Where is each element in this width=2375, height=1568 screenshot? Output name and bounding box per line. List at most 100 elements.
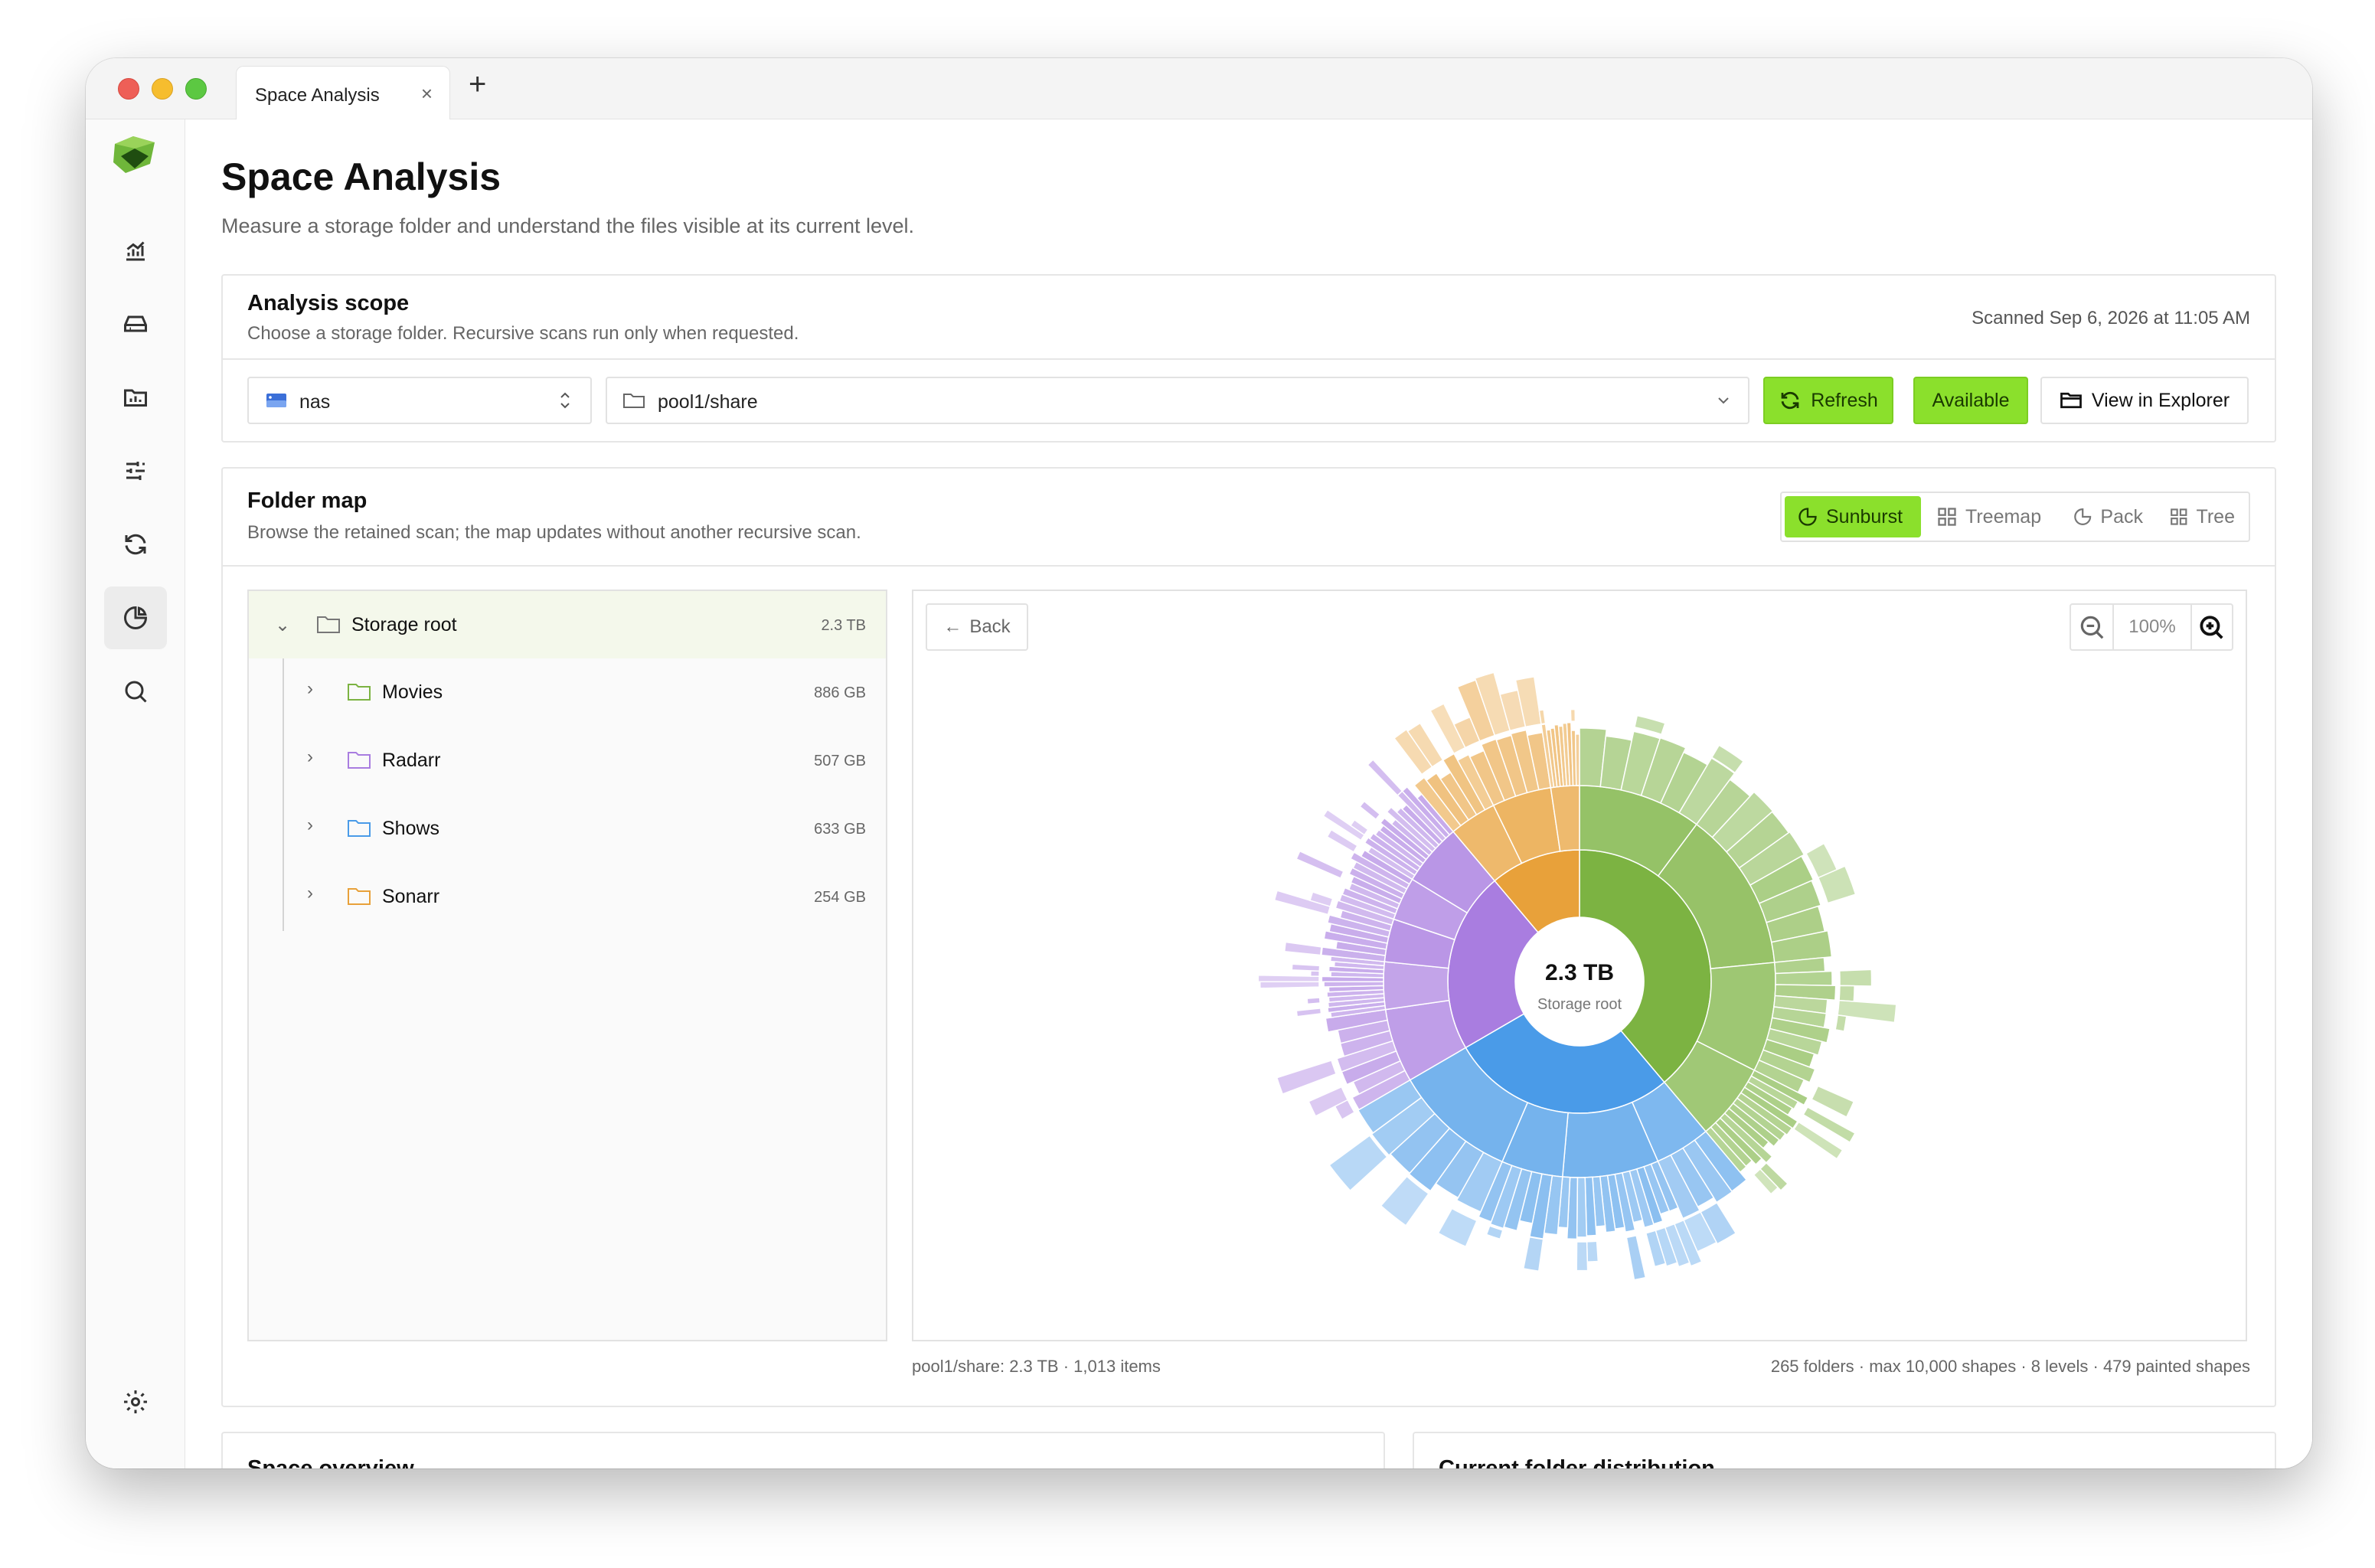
sunburst-leaf[interactable]: [1576, 1241, 1589, 1272]
app-logo: [113, 136, 155, 173]
sunburst-center-label: Storage root: [1537, 996, 1622, 1013]
tab-space-analysis[interactable]: Space Analysis ×: [236, 66, 450, 119]
search-icon: [125, 681, 147, 703]
chevron-right-icon[interactable]: ›: [307, 678, 313, 699]
sunburst-leaf[interactable]: [1838, 969, 1873, 987]
scanned-timestamp: Scanned Sep 6, 2026 at 11:05 AM: [1972, 308, 2250, 328]
maximize-window-button[interactable]: [185, 78, 207, 100]
pie-chart-icon: [124, 606, 148, 629]
folder-chart-icon: [124, 389, 147, 407]
tree-row[interactable]: › Shows 633 GB: [249, 795, 886, 862]
back-button[interactable]: ← Back: [926, 603, 1028, 651]
sunburst-leaf[interactable]: [1802, 1106, 1856, 1144]
sunburst-leaf[interactable]: [1295, 1008, 1322, 1018]
zoom-out-icon[interactable]: [2077, 612, 2106, 642]
minimize-window-button[interactable]: [152, 78, 173, 100]
view-tree-button[interactable]: Tree: [2157, 496, 2247, 537]
sunburst-leaf[interactable]: [1485, 1225, 1504, 1240]
sunburst-leaf[interactable]: [1710, 744, 1745, 774]
folder-map-title: Folder map: [247, 488, 368, 513]
title-bar: Space Analysis × +: [86, 58, 2312, 119]
sunburst-leaf[interactable]: [1625, 1234, 1647, 1281]
sunburst-center[interactable]: [1515, 917, 1644, 1046]
tab-close-icon[interactable]: ×: [420, 82, 433, 105]
folder-map-divider: [223, 565, 2275, 567]
sidebar-item-settings-sliders[interactable]: [104, 439, 167, 502]
view-switcher: Sunburst Treemap Pack Tree: [1780, 492, 2250, 542]
sunburst-leaf[interactable]: [1326, 828, 1358, 853]
new-tab-button[interactable]: +: [469, 67, 487, 101]
sidebar-item-sync[interactable]: [104, 513, 167, 576]
sunburst-leaf[interactable]: [1645, 1230, 1667, 1268]
sunburst-leaf[interactable]: [1792, 1121, 1844, 1160]
sunburst-leaf[interactable]: [1291, 963, 1321, 972]
sidebar-item-space-analysis[interactable]: [104, 586, 167, 649]
chevron-right-icon[interactable]: ›: [307, 883, 313, 903]
refresh-button[interactable]: Refresh: [1763, 377, 1893, 424]
sunburst-leaf[interactable]: [1328, 1135, 1388, 1192]
scope-divider: [223, 358, 2275, 360]
sunburst-leaf[interactable]: [1522, 1236, 1544, 1272]
sunburst-leaf[interactable]: [1753, 1168, 1779, 1195]
sunburst-leaf[interactable]: [1359, 800, 1381, 821]
sunburst-leaf[interactable]: [1538, 709, 1547, 725]
folder-icon: [348, 752, 371, 769]
chevron-down-icon: [1718, 397, 1729, 404]
sunburst-leaf[interactable]: [1574, 733, 1580, 786]
sunburst-leaf[interactable]: [1380, 1175, 1429, 1227]
distribution-card: Current folder distribution: [1413, 1432, 2276, 1468]
path-select-value: pool1/share: [658, 391, 758, 413]
sunburst-leaf[interactable]: [1576, 1177, 1588, 1238]
sunburst-leaf[interactable]: [1309, 891, 1334, 907]
grid-icon: [2171, 508, 2187, 525]
sync-icon: [125, 534, 146, 555]
sidebar: [86, 119, 185, 1468]
sunburst-leaf[interactable]: [1634, 714, 1666, 736]
sidebar-item-search[interactable]: [104, 660, 167, 723]
sunburst-leaf[interactable]: [1349, 818, 1369, 836]
sunburst-leaf[interactable]: [1276, 1060, 1338, 1095]
view-in-explorer-button[interactable]: View in Explorer: [2040, 377, 2249, 424]
sidebar-item-settings[interactable]: [104, 1370, 167, 1433]
source-select[interactable]: nas: [247, 377, 592, 424]
sidebar-item-analytics[interactable]: [104, 219, 167, 282]
sunburst-leaf[interactable]: [1323, 981, 1384, 988]
sunburst-chart[interactable]: 2.3 TB Storage root: [913, 591, 2246, 1340]
sunburst-leaf[interactable]: [1306, 997, 1321, 1005]
sidebar-item-storage[interactable]: [104, 366, 167, 429]
tree-item-size: 507 GB: [814, 753, 866, 769]
available-label: Available: [1932, 389, 2010, 411]
view-sunburst-button[interactable]: Sunburst: [1785, 496, 1921, 537]
sunburst-leaf[interactable]: [1774, 970, 1833, 986]
sunburst-leaf[interactable]: [1570, 708, 1576, 722]
close-window-button[interactable]: [118, 78, 139, 100]
path-select[interactable]: pool1/share: [606, 377, 1749, 424]
sunburst-leaf[interactable]: [1367, 759, 1403, 796]
scope-title: Analysis scope: [247, 291, 410, 315]
tree-row-root[interactable]: ⌄ Storage root 2.3 TB: [249, 591, 886, 658]
tree-row[interactable]: › Movies 886 GB: [249, 658, 886, 726]
view-treemap-button[interactable]: Treemap: [1924, 496, 2057, 537]
folder-open-icon: [623, 394, 645, 408]
chevron-down-icon[interactable]: ⌄: [275, 615, 291, 635]
sunburst-leaf[interactable]: [1259, 981, 1320, 989]
sunburst-leaf[interactable]: [1308, 1086, 1349, 1117]
sunburst-leaf[interactable]: [1834, 1014, 1847, 1032]
sunburst-leaf[interactable]: [1283, 941, 1322, 956]
sunburst-leaf[interactable]: [1437, 1207, 1478, 1248]
view-tree-label: Tree: [2196, 505, 2235, 528]
zoom-in-icon[interactable]: [2197, 612, 2226, 642]
tree-row[interactable]: › Radarr 507 GB: [249, 727, 886, 794]
sunburst-leaf[interactable]: [1811, 1085, 1855, 1119]
chevron-right-icon[interactable]: ›: [307, 815, 313, 835]
sunburst-leaf[interactable]: [1817, 865, 1857, 904]
sunburst-leaf[interactable]: [1586, 1240, 1599, 1263]
tree-row[interactable]: › Sonarr 254 GB: [249, 863, 886, 930]
view-pack-button[interactable]: Pack: [2060, 496, 2155, 537]
sunburst-leaf[interactable]: [1838, 985, 1855, 1002]
chevron-right-icon[interactable]: ›: [307, 746, 313, 767]
available-button[interactable]: Available: [1913, 377, 2028, 424]
tree-root-size: 2.3 TB: [821, 617, 866, 634]
sidebar-item-drives[interactable]: [104, 292, 167, 355]
sunburst-leaf[interactable]: [1295, 850, 1344, 879]
